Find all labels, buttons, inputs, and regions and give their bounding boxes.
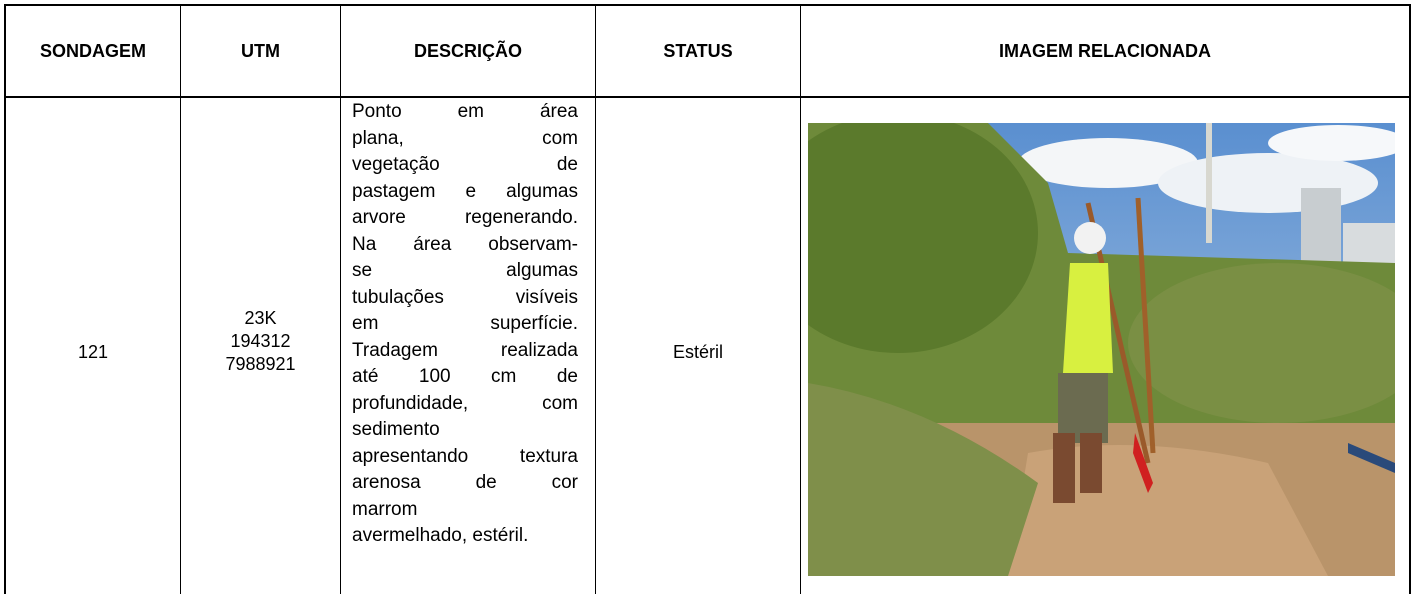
description-line: tubulações visíveis xyxy=(352,286,578,308)
description-line: até 100 cm de xyxy=(352,366,578,387)
border xyxy=(4,96,1411,98)
description-line: avermelhado, estéril. xyxy=(352,525,529,546)
utm-line: 23K xyxy=(244,308,277,328)
header-cell: STATUS xyxy=(663,40,733,61)
description-line: arvore regenerando. xyxy=(352,207,578,228)
description-line: sedimento xyxy=(352,419,440,440)
description-line: Ponto em área xyxy=(352,101,578,122)
photo xyxy=(808,123,1395,576)
border xyxy=(595,4,596,594)
header-cell: UTM xyxy=(241,40,280,61)
border xyxy=(4,4,1411,6)
utm-line: 194312 xyxy=(230,331,291,351)
border xyxy=(1409,4,1411,594)
border xyxy=(800,4,801,594)
sondagem-cell: 121 xyxy=(77,342,109,362)
description-line: Tradagem realizada xyxy=(352,339,578,361)
description-line: apresentando textura xyxy=(352,445,578,467)
description-line: plana, com xyxy=(352,127,578,149)
description-line: em superfície. xyxy=(352,313,578,334)
description-line: arenosa de cor xyxy=(352,472,578,493)
border xyxy=(180,4,181,594)
status-cell: Estéril xyxy=(672,342,723,362)
description-line: Na área observam- xyxy=(352,233,578,255)
utm-cell: 23K 194312 7988921 xyxy=(181,307,340,376)
description-line: vegetação de xyxy=(352,154,578,175)
description-line: pastagem e algumas xyxy=(352,180,578,202)
description-cell: Ponto em área plana, com vegetação de pasta… xyxy=(352,99,578,550)
border xyxy=(340,4,341,594)
description-line: se algumas xyxy=(352,260,578,281)
header-cell: DESCRIÇÃO xyxy=(413,40,522,61)
description-line: profundidade, com xyxy=(352,392,578,414)
description-line: marrom xyxy=(352,498,418,520)
utm-line: 7988921 xyxy=(225,354,296,374)
header-cell: SONDAGEM xyxy=(39,40,146,61)
border xyxy=(4,4,6,594)
header-cell: IMAGEM RELACIONADA xyxy=(999,40,1211,61)
